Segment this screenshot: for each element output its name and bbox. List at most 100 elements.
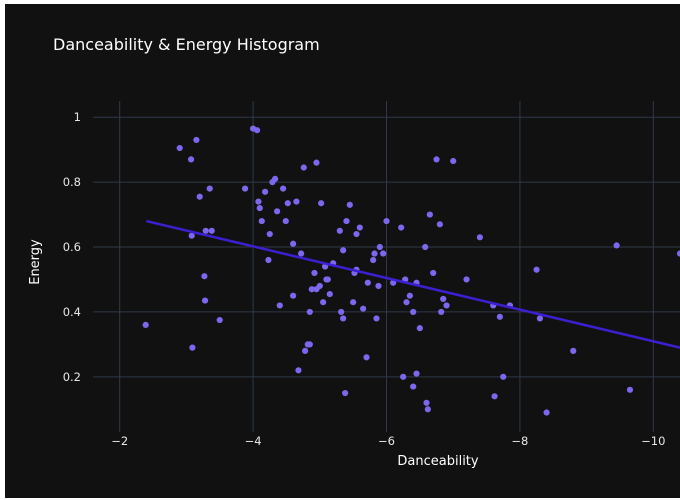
scatter-point[interactable] (380, 250, 387, 257)
scatter-point[interactable] (326, 290, 333, 298)
scatter-point[interactable] (306, 341, 313, 348)
scatter-point[interactable] (410, 308, 417, 316)
scatter-point[interactable] (440, 295, 447, 303)
scatter-point[interactable] (324, 276, 331, 283)
scatter-point[interactable] (403, 299, 410, 306)
scatter-point[interactable] (340, 247, 347, 254)
scatter-point[interactable] (413, 370, 420, 377)
scatter-point[interactable] (626, 386, 634, 393)
scatter-point[interactable] (463, 276, 470, 283)
scatter-point[interactable] (613, 242, 620, 249)
scatter-point[interactable] (343, 217, 350, 225)
scatter-point[interactable] (570, 347, 577, 354)
scatter-point[interactable] (216, 316, 223, 324)
scatter-point[interactable] (193, 136, 200, 144)
scatter-point[interactable] (306, 308, 313, 316)
scatter-point[interactable] (424, 406, 431, 413)
scatter-point[interactable] (336, 227, 343, 234)
scatter-point[interactable] (350, 299, 357, 306)
scatter-point[interactable] (208, 227, 215, 234)
scatter-plot[interactable]: −2 −4 −6 −8 −10 0.2 0.4 0.6 0.8 1 Danceability En… (5, 4, 680, 498)
scatter-point[interactable] (290, 240, 297, 247)
scatter-point[interactable] (356, 224, 363, 231)
scatter-point[interactable] (383, 217, 390, 225)
scatter-point[interactable] (340, 315, 347, 322)
scatter-point[interactable] (436, 221, 443, 228)
scatter-point[interactable] (438, 308, 445, 316)
scatter-point[interactable] (290, 292, 297, 299)
scatter-point[interactable] (370, 256, 377, 264)
scatter-point[interactable] (258, 217, 265, 225)
scatter-point[interactable] (280, 185, 287, 192)
scatter-point[interactable] (276, 302, 283, 309)
scatter-point[interactable] (422, 243, 429, 251)
scatter-point[interactable] (311, 269, 318, 277)
scatter-point[interactable] (300, 164, 307, 171)
scatter-point[interactable] (676, 250, 680, 257)
scatter-point[interactable] (255, 198, 262, 205)
scatter-point[interactable] (196, 193, 203, 200)
scatter-point[interactable] (302, 347, 309, 354)
scatter-point[interactable] (284, 200, 291, 207)
scatter-point[interactable] (241, 185, 249, 192)
x-tick-label: −8 (511, 434, 528, 448)
scatter-point[interactable] (423, 399, 430, 406)
scatter-point[interactable] (376, 243, 383, 251)
scatter-point[interactable] (202, 227, 209, 234)
scatter-point[interactable] (295, 367, 302, 374)
scatter-point[interactable] (253, 127, 261, 134)
scatter-point[interactable] (496, 313, 503, 320)
scatter-point[interactable] (364, 279, 371, 286)
scatter-point[interactable] (142, 321, 149, 329)
scatter-point[interactable] (360, 305, 367, 312)
scatter-point[interactable] (375, 282, 382, 290)
scatter-point[interactable] (176, 144, 183, 152)
scatter-point[interactable] (433, 156, 440, 163)
scatter-point[interactable] (363, 354, 370, 361)
scatter-point[interactable] (265, 256, 272, 264)
scatter-point[interactable] (400, 373, 407, 380)
scatter-point[interactable] (450, 157, 457, 165)
scatter-point[interactable] (266, 230, 273, 238)
scatter-point[interactable] (416, 325, 423, 332)
scatter-point[interactable] (426, 211, 433, 218)
scatter-point[interactable] (371, 250, 378, 257)
scatter-point[interactable] (256, 204, 263, 212)
scatter-point[interactable] (320, 299, 327, 306)
scatter-point[interactable] (274, 208, 281, 215)
scatter-point[interactable] (293, 198, 300, 205)
scatter-point[interactable] (500, 373, 507, 380)
scatter-point[interactable] (201, 297, 209, 304)
scatter-point[interactable] (491, 393, 498, 400)
scatter-point[interactable] (443, 302, 450, 309)
data-points[interactable] (142, 125, 680, 416)
scatter-point[interactable] (406, 292, 413, 299)
scatter-point[interactable] (261, 188, 269, 195)
scatter-point[interactable] (187, 156, 195, 163)
scatter-point[interactable] (318, 200, 325, 207)
scatter-point[interactable] (206, 185, 213, 192)
grid-lines (93, 101, 680, 432)
scatter-point[interactable] (410, 383, 417, 390)
scatter-point[interactable] (543, 409, 550, 416)
scatter-point[interactable] (272, 175, 279, 182)
x-tick-label: −4 (245, 434, 262, 448)
scatter-point[interactable] (476, 234, 483, 241)
scatter-point[interactable] (188, 232, 195, 239)
scatter-point[interactable] (533, 266, 540, 273)
scatter-point[interactable] (353, 230, 360, 238)
scatter-point[interactable] (430, 269, 437, 277)
scatter-point[interactable] (398, 224, 405, 231)
scatter-point[interactable] (536, 315, 544, 322)
scatter-point[interactable] (373, 315, 380, 322)
scatter-point[interactable] (346, 201, 353, 208)
scatter-point[interactable] (313, 159, 320, 166)
scatter-point[interactable] (342, 389, 349, 397)
scatter-point[interactable] (313, 286, 320, 293)
scatter-point[interactable] (282, 217, 289, 225)
scatter-point[interactable] (189, 344, 196, 351)
scatter-point[interactable] (308, 286, 315, 293)
scatter-point[interactable] (338, 308, 345, 316)
scatter-point[interactable] (298, 250, 305, 257)
scatter-point[interactable] (201, 273, 208, 280)
